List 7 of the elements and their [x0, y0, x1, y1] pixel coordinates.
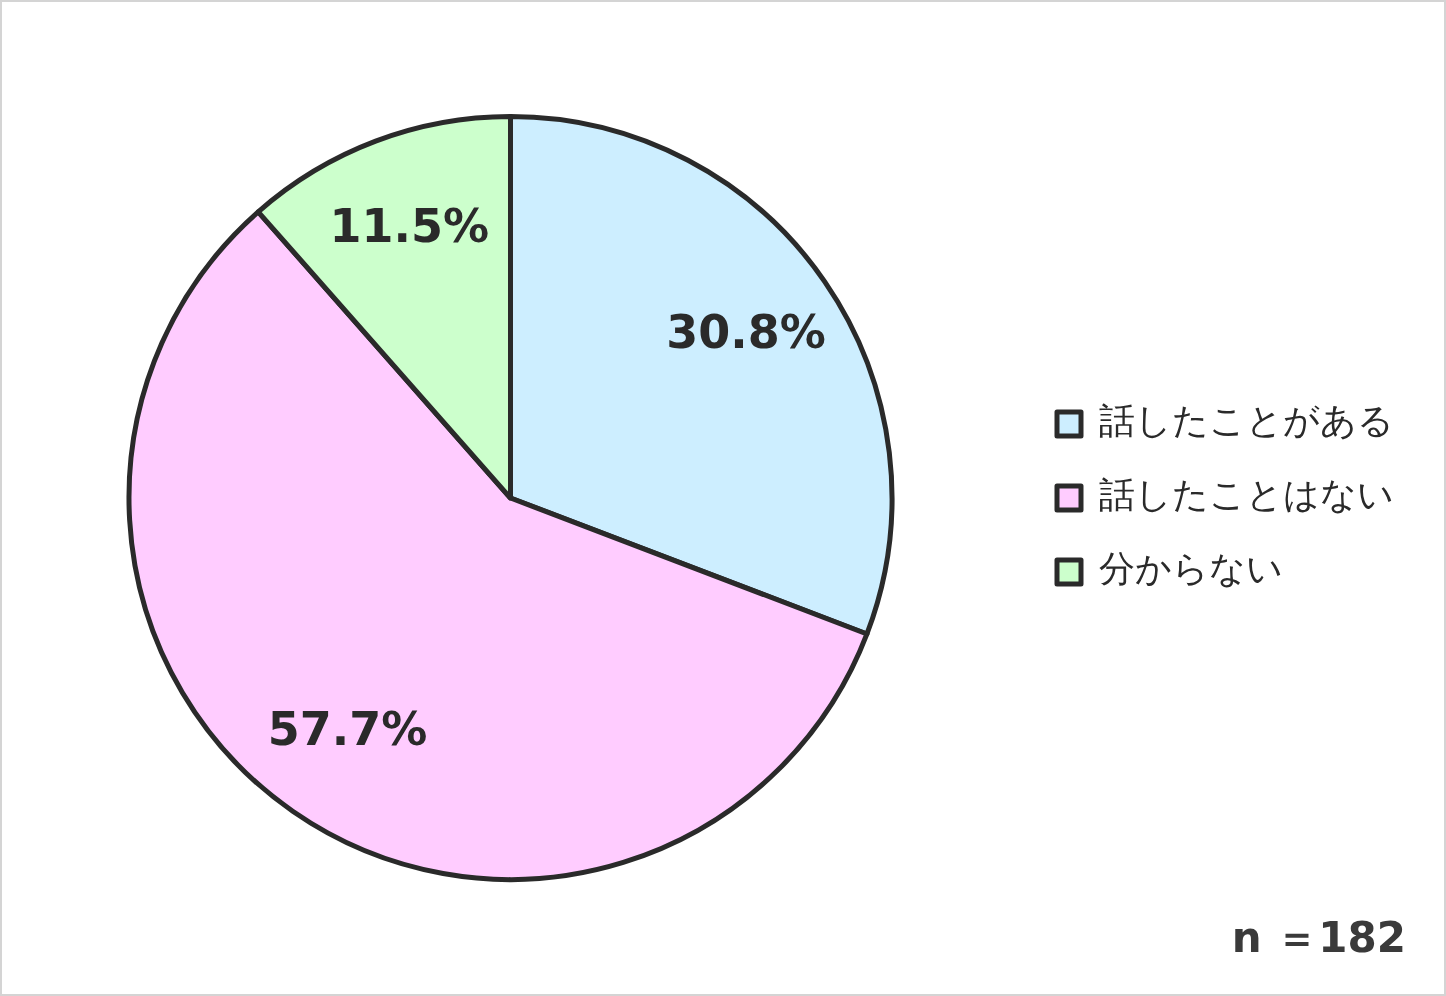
legend-label: 分からない	[1099, 548, 1283, 590]
data-label: 57.7%	[267, 702, 428, 757]
legend-label: 話したことがある	[1099, 400, 1394, 442]
data-label: 11.5%	[329, 199, 490, 254]
text: n ＝182	[1231, 913, 1406, 962]
data-label: 30.8%	[666, 304, 826, 359]
legend-label: 話したことはない	[1099, 474, 1394, 516]
